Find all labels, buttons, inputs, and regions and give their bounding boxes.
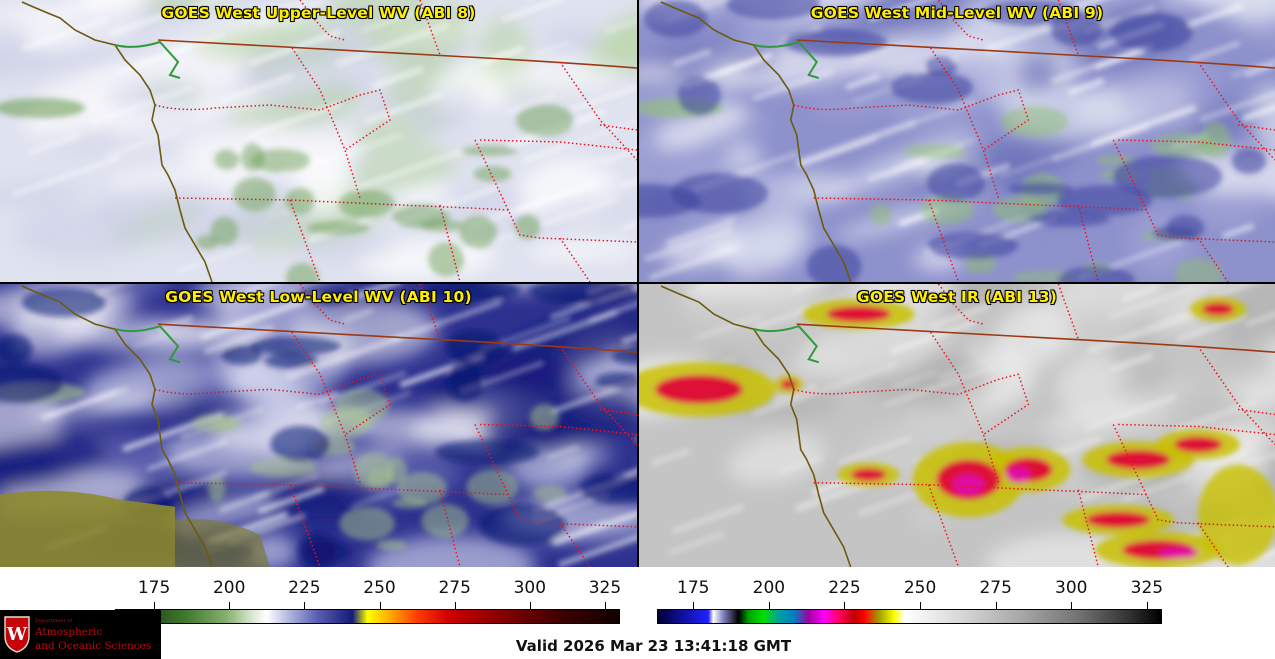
colorbar-tick-label: 225 [288,578,321,598]
colorbar-tick-label: 250 [903,578,937,598]
colorbar-infrared: 175 200 225 250 275 300 325 [657,578,1164,628]
colorbar-tick-label: 200 [752,578,786,598]
map-ir [639,284,1275,567]
colorbar-tick-label: 225 [828,578,861,598]
uw-crest-letter: W [6,624,28,645]
panel-upper-level-wv: GOES West Upper-Level WV (ABI 8) [0,0,637,282]
colorbar-tick-label: 275 [438,578,471,598]
logo-line-oceanic-sciences: and Oceanic Sciences [35,640,152,652]
colorbar-ticks: 175 200 225 250 275 300 325 [115,578,622,600]
map-mid-level-wv [639,0,1275,282]
panel-divider-horizontal [0,282,1275,284]
panel-title-mid-level-wv: GOES West Mid-Level WV (ABI 9) [810,4,1104,22]
colorbar-tick-label: 325 [588,578,622,598]
map-upper-level-wv [0,0,637,282]
colorbar-tick-label: 325 [1130,578,1164,598]
colorbar-water-vapor: 175 200 225 250 275 300 325 [115,578,622,628]
colorbar-tick-label: 200 [212,578,246,598]
colorbar-tick-mark [229,602,231,610]
colorbar-tick-label: 300 [513,578,547,598]
panel-title-low-level-wv: GOES West Low-Level WV (ABI 10) [165,288,472,306]
colorbar-tick-mark [529,602,531,610]
uw-crest-icon: W [4,616,30,653]
panel-title-upper-level-wv: GOES West Upper-Level WV (ABI 8) [161,4,476,22]
colorbar-tick-mark [604,602,606,610]
panel-mid-level-wv: GOES West Mid-Level WV (ABI 9) [639,0,1275,282]
colorbar-tick-mark [379,602,381,610]
logo-line-department: Department of [35,618,72,624]
colorbar-tick-mark [768,602,770,610]
logo-line-atmospheric: Atmospheric [35,626,103,638]
colorbar-tick-mark [693,602,695,610]
colorbar-tick-mark [1146,602,1148,610]
panel-low-level-wv: GOES West Low-Level WV (ABI 10) [0,284,637,567]
colorbar-strip-infrared [657,609,1162,624]
colorbar-tick-label: 275 [979,578,1012,598]
panel-title-ir: GOES West IR (ABI 13) [856,288,1058,306]
colorbar-tick-mark [1071,602,1073,610]
map-low-level-wv [0,284,637,567]
colorbar-tick-mark [154,602,156,610]
colorbar-tick-mark [304,602,306,610]
panel-ir: GOES West IR (ABI 13) [639,284,1275,567]
colorbar-tick-label: 300 [1055,578,1088,598]
colorbar-strip-water-vapor [115,609,620,624]
colorbar-tick-label: 175 [677,578,710,598]
aos-logo: W Department of Atmospheric and Oceanic … [0,610,161,659]
colorbar-tick-label: 250 [363,578,396,598]
colorbar-tick-mark [844,602,846,610]
colorbar-tick-mark [995,602,997,610]
colorbar-tick-label: 175 [137,578,171,598]
colorbar-tick-mark [920,602,922,610]
colorbar-tick-mark [454,602,456,610]
colorbar-ticks: 175 200 225 250 275 300 325 [657,578,1164,600]
valid-time: Valid 2026 Mar 23 13:41:18 GMT [515,637,792,655]
